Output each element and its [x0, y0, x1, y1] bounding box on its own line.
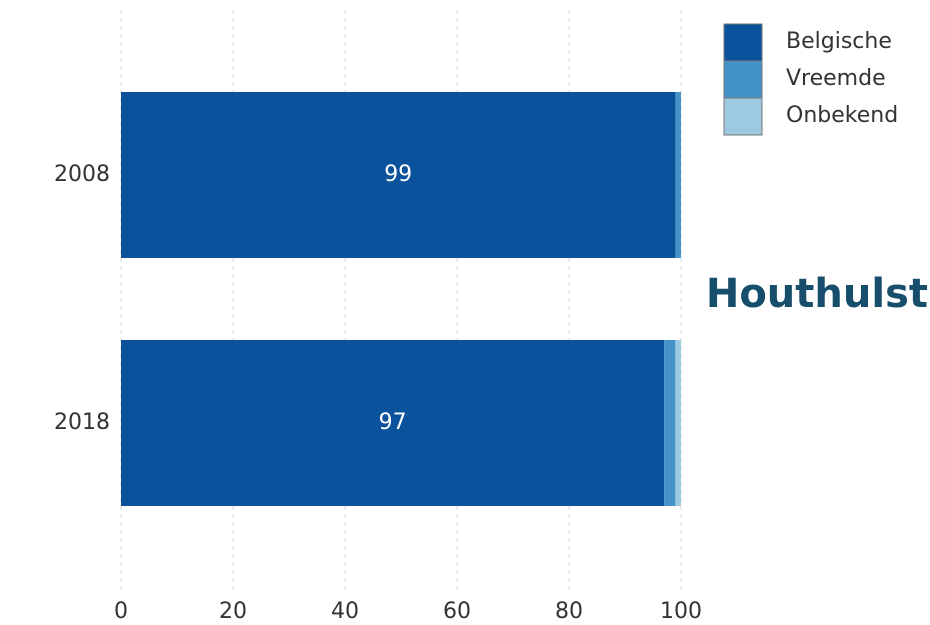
x-tick-label: 0	[114, 599, 128, 624]
x-tick-label: 80	[555, 599, 583, 624]
y-tick-label: 2018	[54, 410, 110, 435]
chart-title: Houthulst	[706, 271, 928, 317]
bar-segment	[675, 92, 681, 258]
bar-segment	[121, 340, 665, 506]
bar-segment	[675, 340, 681, 506]
x-tick-label: 40	[331, 599, 359, 624]
legend-label: Vreemde	[786, 66, 886, 91]
legend-swatch	[723, 97, 763, 136]
legend-label: Onbekend	[786, 103, 898, 128]
legend-swatch	[723, 23, 763, 62]
bar-segment	[121, 92, 676, 258]
legend-swatch	[723, 60, 763, 99]
x-tick-label: 100	[660, 599, 702, 624]
value-label: 99	[384, 162, 412, 187]
legend-label: Belgische	[786, 29, 892, 54]
bar-segment	[664, 340, 676, 506]
value-label: 97	[379, 410, 407, 435]
x-tick-label: 60	[443, 599, 471, 624]
y-tick-label: 2008	[54, 162, 110, 187]
x-tick-label: 20	[219, 599, 247, 624]
